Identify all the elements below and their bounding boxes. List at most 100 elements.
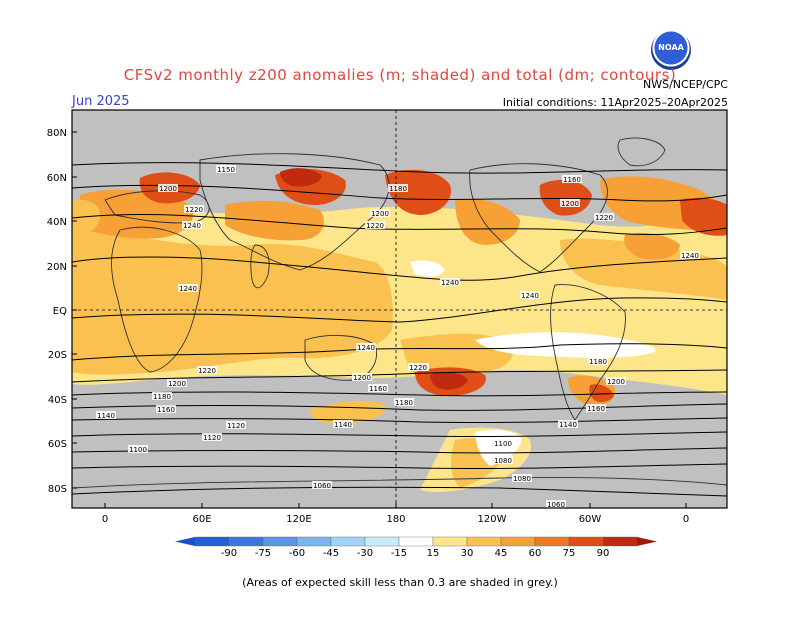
colorbar-swatch	[296, 536, 332, 547]
colorbar-swatch	[500, 536, 536, 547]
contour-label-bg	[440, 278, 460, 286]
contour-label-bg	[368, 384, 388, 392]
contour-label: 1240	[441, 279, 459, 287]
contour-label-bg	[562, 175, 582, 183]
contour-label-bg	[560, 199, 580, 207]
contour-label-bg	[184, 205, 204, 213]
colorbar-swatch	[398, 536, 434, 547]
contour-label-bg	[216, 165, 236, 173]
initial-conditions: Initial conditions: 11Apr2025–20Apr2025	[502, 96, 728, 109]
lat-tick-label: 80S	[48, 484, 67, 495]
lat-tick-label: EQ	[53, 306, 67, 317]
northamerica-outline	[469, 163, 608, 273]
contour-label-bg	[546, 500, 566, 508]
contour-label: 1160	[563, 176, 581, 184]
contour-label: 1180	[395, 399, 413, 407]
colorbar-swatch	[432, 536, 468, 547]
contour-label-bg	[586, 404, 606, 412]
near-zero-patch-pacific	[410, 260, 445, 277]
contour-label-bg	[156, 405, 176, 413]
contour-label: 1140	[559, 421, 577, 429]
contour-label: 1240	[681, 252, 699, 260]
contour-label: 1220	[185, 206, 203, 214]
colorbar-tick-label: 30	[461, 548, 474, 559]
australia-outline	[304, 335, 377, 381]
coastlines	[72, 137, 727, 489]
anomaly-60-75-eastasia	[385, 169, 451, 215]
contour-label-bg	[493, 439, 513, 447]
lon-tick-label: 0	[102, 514, 108, 525]
contour-label: 1160	[587, 405, 605, 413]
contour-label: 1220	[198, 367, 216, 375]
contour-label: 1160	[369, 385, 387, 393]
contour-label-bg	[167, 379, 187, 387]
contour-label: 1200	[168, 380, 186, 388]
contour-label-bg	[520, 291, 540, 299]
contour-label-bg	[352, 373, 372, 381]
greenland-outline	[617, 137, 666, 167]
india-outline	[250, 244, 270, 289]
contour-label: 1140	[334, 421, 352, 429]
lat-tick-label: 20N	[47, 262, 67, 273]
colorbar-tick-label: -15	[391, 548, 407, 559]
colorbar-swatch	[568, 536, 604, 547]
contour-label: 1240	[183, 222, 201, 230]
lat-tick-label: 60N	[47, 173, 67, 184]
contour-label: 1240	[179, 285, 197, 293]
contour-label-bg	[226, 421, 246, 429]
colorbar-tick-label: -30	[357, 548, 373, 559]
anomaly-60-75-scandinavia	[680, 197, 727, 236]
lat-tick-label: 40N	[47, 217, 67, 228]
contour-label: 1080	[494, 457, 512, 465]
colorbar-tick-label: 90	[597, 548, 610, 559]
contour-label-bg	[408, 363, 428, 371]
longitude-axis: 0 60E 120E 180 120W 60W 0	[102, 503, 689, 525]
contour-label-bg	[202, 433, 222, 441]
lon-tick-label: 60E	[192, 514, 211, 525]
contour-label: 1200	[159, 185, 177, 193]
forecast-month: Jun 2025	[72, 94, 130, 109]
colorbar-swatch	[602, 536, 638, 547]
contour-label: 1120	[203, 434, 221, 442]
contour-label: 1060	[547, 501, 565, 509]
contour-label: 1220	[366, 222, 384, 230]
lat-tick-label: 80N	[47, 128, 67, 139]
contour-label: 1220	[409, 364, 427, 372]
contour-label-bg	[356, 343, 376, 351]
contour-label-bg	[152, 392, 172, 400]
colorbar-swatch	[228, 536, 264, 547]
colorbar: -90 -75 -60 -45 -30 -15 15 30 45 60 75 90	[175, 536, 657, 559]
anomaly-45-60-europe	[225, 200, 324, 241]
contour-label-bg	[333, 420, 353, 428]
contour-label: 1120	[227, 422, 245, 430]
contour-label: 1080	[513, 475, 531, 483]
contour-label: 1180	[153, 393, 171, 401]
colorbar-swatch	[364, 536, 400, 547]
colorbar-tick-label: 15	[427, 548, 440, 559]
colorbar-swatch	[194, 536, 230, 547]
anomaly-30-45-blue-atlantic	[72, 199, 100, 235]
colorbar-tick-label: 60	[529, 548, 542, 559]
lat-tick-label: 20S	[48, 350, 67, 361]
lat-tick-label: 40S	[48, 395, 67, 406]
contour-label: 1060	[313, 482, 331, 490]
contour-label-bg	[680, 251, 700, 259]
colorbar-swatch	[262, 536, 298, 547]
lon-tick-label: 120W	[478, 514, 507, 525]
contour-label: 1240	[521, 292, 539, 300]
colorbar-tick-label: -60	[289, 548, 305, 559]
contour-label: 1160	[157, 406, 175, 414]
colorbar-tick-label: 75	[563, 548, 576, 559]
contour-label-bg	[394, 398, 414, 406]
contour-label-bg	[128, 445, 148, 453]
contour-label-bg	[365, 221, 385, 229]
antarctica-outline	[72, 477, 727, 489]
contour-label: 1180	[389, 185, 407, 193]
colorbar-low-arrow	[175, 537, 195, 546]
contour-label: 1200	[353, 374, 371, 382]
lon-tick-label: 0	[683, 514, 689, 525]
anomaly-75-90-siberia-core	[280, 168, 322, 187]
contour-label-bg	[594, 213, 614, 221]
lon-tick-label: 60W	[579, 514, 602, 525]
contour-label: 1200	[607, 378, 625, 386]
